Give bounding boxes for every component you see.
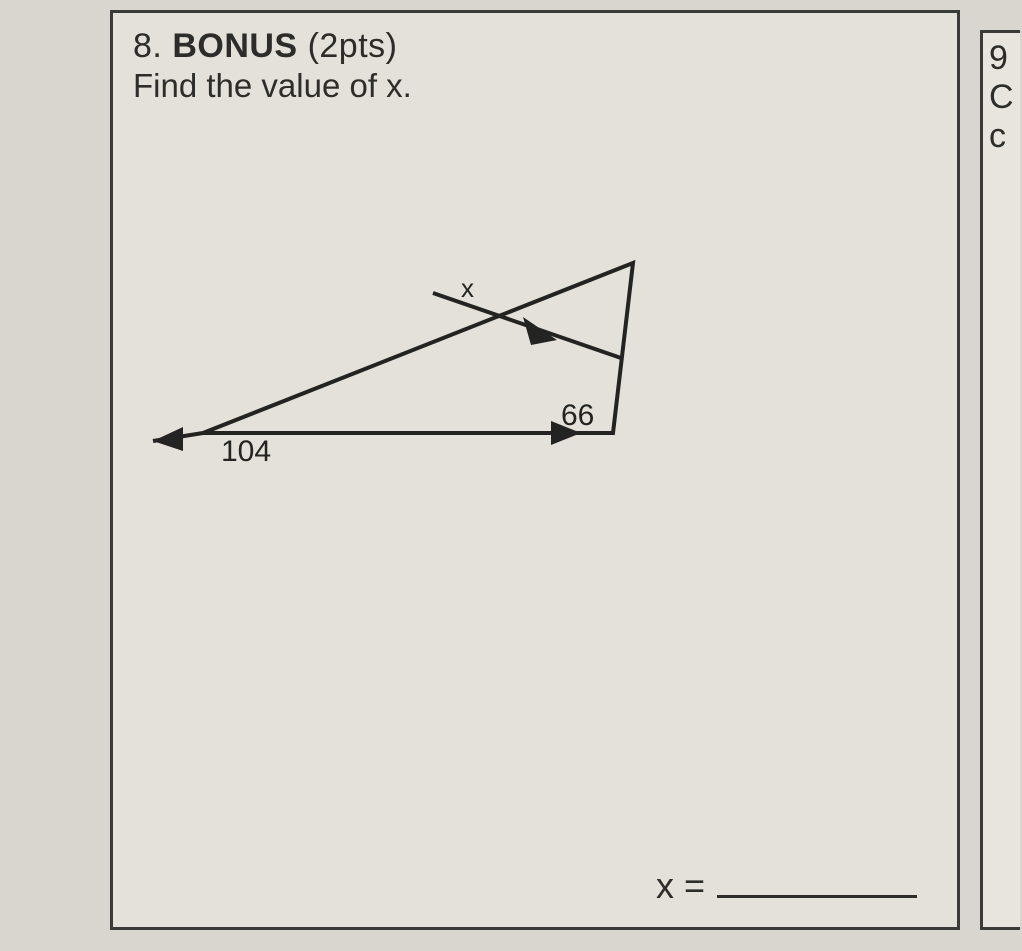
arrow-left-icon <box>153 427 183 451</box>
arrow-mid-right-icon <box>523 317 557 345</box>
label-104: 104 <box>221 435 271 468</box>
worksheet-page: 8. BONUS (2pts) Find the value of x. <box>0 0 1022 951</box>
diagram-svg: 104 66 x <box>143 193 703 493</box>
problem-title: 8. BONUS (2pts) <box>133 27 397 66</box>
problem-prompt: Find the value of x. <box>133 67 412 105</box>
points-label: (2pts) <box>308 27 398 65</box>
problem-box: 8. BONUS (2pts) Find the value of x. <box>110 10 960 930</box>
adjacent-let2: c <box>983 117 1020 156</box>
answer-line: x = <box>656 865 917 907</box>
adjacent-column: 9 C c <box>980 30 1020 930</box>
label-66: 66 <box>561 399 594 432</box>
answer-blank[interactable] <box>717 867 917 898</box>
adjacent-num: 9 <box>983 33 1020 78</box>
label-x: x <box>461 273 474 303</box>
triangle-diagram: 104 66 x <box>143 193 703 493</box>
adjacent-let1: C <box>983 78 1020 117</box>
problem-number: 8. <box>133 27 162 65</box>
bonus-label: BONUS <box>172 27 297 65</box>
answer-prefix: x = <box>656 865 705 907</box>
